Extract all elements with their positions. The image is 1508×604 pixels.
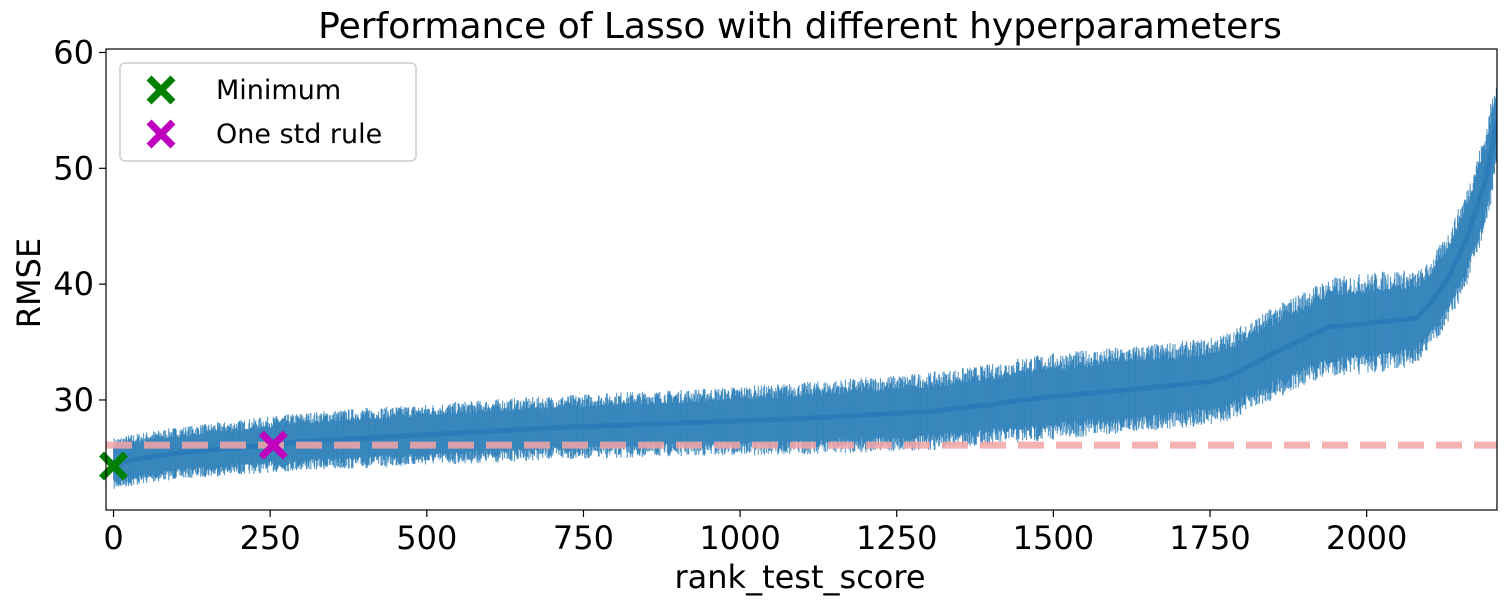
x-tick-label: 1250 bbox=[856, 519, 937, 557]
legend-entry-one-std-rule: One std rule bbox=[146, 119, 382, 150]
chart-title: Performance of Lasso with different hype… bbox=[318, 6, 1282, 47]
y-tick-label: 30 bbox=[53, 381, 94, 419]
legend-frame bbox=[119, 62, 417, 162]
legend-marker-minimum-glyph bbox=[146, 75, 176, 105]
x-tick-label: 250 bbox=[240, 519, 301, 557]
legend: Minimum One std rule bbox=[119, 62, 417, 162]
x-tick-label: 2000 bbox=[1326, 519, 1407, 557]
legend-entry-minimum: Minimum bbox=[146, 75, 341, 106]
x-tick-label: 1750 bbox=[1169, 519, 1250, 557]
series-mean-line bbox=[113, 121, 1497, 467]
plot-content bbox=[106, 87, 1497, 489]
x-axis-title: rank_test_score bbox=[674, 558, 925, 596]
legend-marker-one-std-rule-glyph bbox=[146, 119, 176, 149]
y-tick-label: 50 bbox=[53, 149, 94, 187]
x-tick-label: 750 bbox=[553, 519, 614, 557]
one-std-rule-marker bbox=[258, 430, 288, 460]
axes: 0 250 500 750 1000 1250 1500 1750 2000 30 40 50 60 bbox=[53, 33, 1498, 557]
y-tick-label: 40 bbox=[53, 265, 94, 303]
plot-frame bbox=[105, 48, 1498, 511]
x-tick-label: 500 bbox=[396, 519, 457, 557]
legend-marker-minimum bbox=[146, 75, 176, 105]
x-tick-label: 1000 bbox=[699, 519, 780, 557]
x-tick-label: 0 bbox=[103, 519, 123, 557]
x-tick-label: 1500 bbox=[1013, 519, 1094, 557]
y-tick-label: 60 bbox=[53, 33, 94, 71]
y-axis-title: RMSE bbox=[10, 238, 48, 328]
legend-label-one-std-rule: One std rule bbox=[216, 119, 382, 150]
legend-marker-one-std-rule bbox=[146, 119, 176, 149]
legend-label-minimum: Minimum bbox=[216, 75, 341, 106]
plot-area bbox=[99, 87, 1497, 489]
